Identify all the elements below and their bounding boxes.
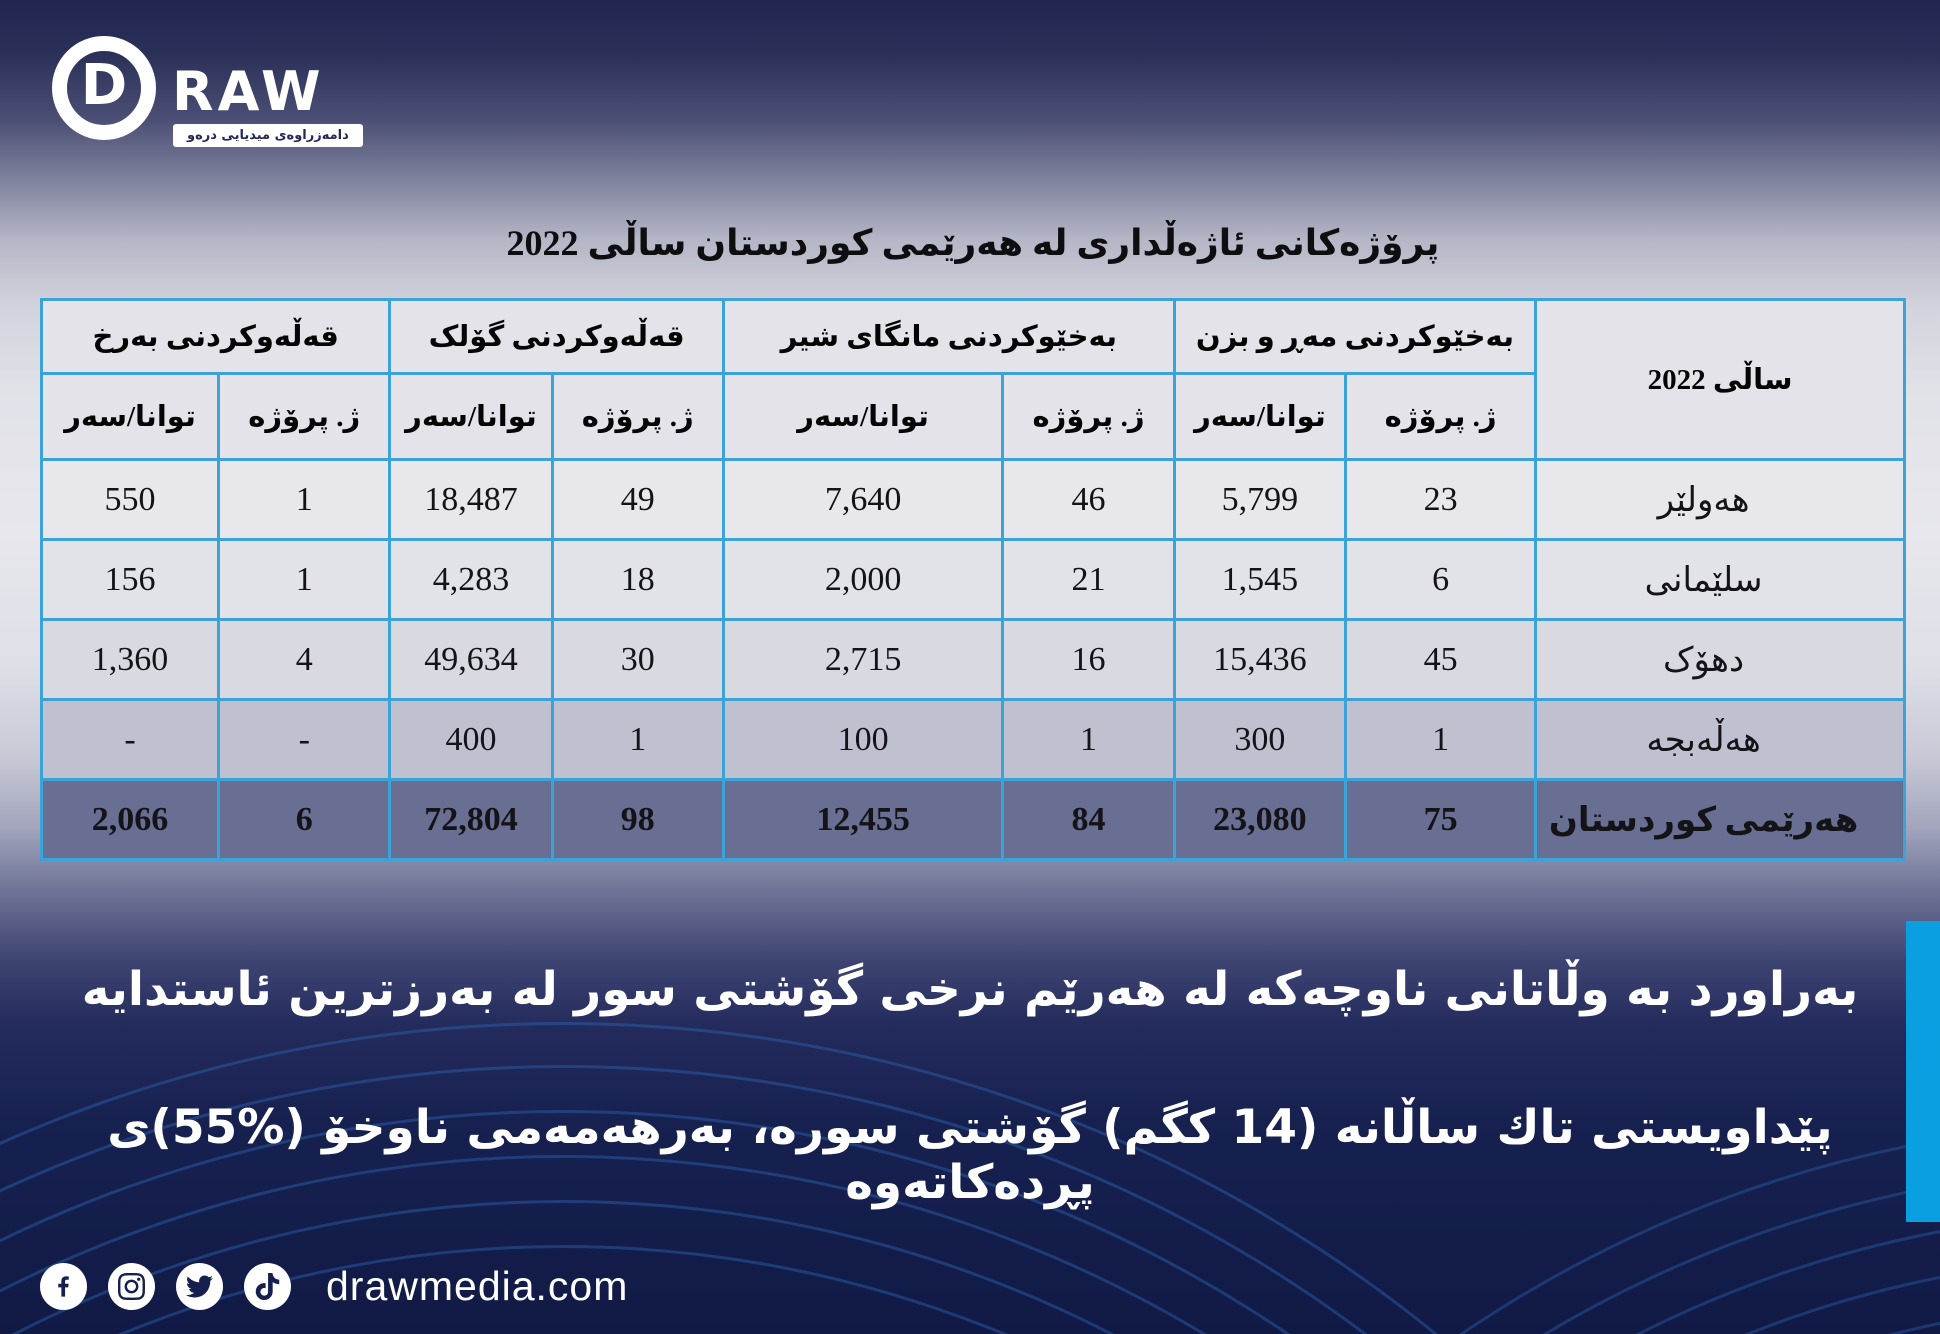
table-cell: 100	[721, 698, 1005, 781]
region-name: سلێمانی	[1534, 538, 1906, 621]
table-cell: -	[217, 698, 392, 781]
table-cell: 49	[550, 458, 725, 541]
table-cell: 72,804	[388, 778, 554, 861]
table-row-halabja: هەڵەبجە 1 300 1 100 1 400 - -	[39, 698, 1906, 781]
table-cell: 2,066	[39, 778, 221, 861]
table-cell: 6	[1344, 538, 1538, 621]
table-cell: 1,360	[39, 618, 221, 701]
caption-line-2: پێداویستی تاك ساڵانە (14 کگم) گۆشتی سورە…	[107, 1100, 1833, 1210]
table-cell: 4	[217, 618, 392, 701]
table-cell: 1	[1344, 698, 1538, 781]
subheader-capacity: توانا/سەر	[39, 372, 221, 461]
accent-bar	[1906, 921, 1940, 1222]
table-row-kurdistan-total: هەرێمی کوردستان 75 23,080 84 12,455 98 7…	[39, 778, 1906, 861]
table-cell: 49,634	[388, 618, 554, 701]
region-name: هەڵەبجە	[1534, 698, 1906, 781]
table-cell: 30	[550, 618, 725, 701]
table-cell: 12,455	[721, 778, 1005, 861]
table-cell: 1	[1001, 698, 1176, 781]
table-cell: 45	[1344, 618, 1538, 701]
logo-d-letter: D	[80, 52, 128, 118]
table-row-sulaymaniyah: سلێمانی 6 1,545 21 2,000 18 4,283 1 156	[39, 538, 1906, 621]
table-cell: 84	[1001, 778, 1176, 861]
table-cell: 1	[550, 698, 725, 781]
table-cell: 156	[39, 538, 221, 621]
table-cell: 4,283	[388, 538, 554, 621]
region-name: هەولێر	[1534, 458, 1906, 541]
table-cell: 300	[1172, 698, 1348, 781]
col-group-calf-fattening: قەڵەوکردنی گۆلک	[388, 298, 725, 375]
col-group-dairy-cow: بەخێوکردنی مانگای شیر	[721, 298, 1176, 375]
twitter-icon[interactable]	[176, 1262, 223, 1310]
subheader-projects: ژ. پرۆژە	[550, 372, 725, 461]
facebook-icon[interactable]	[40, 1262, 87, 1310]
table-cell: 18,487	[388, 458, 554, 541]
table-cell: 21	[1001, 538, 1176, 621]
subheader-capacity: توانا/سەر	[1172, 372, 1348, 461]
table-cell: 2,715	[721, 618, 1005, 701]
table-cell: 400	[388, 698, 554, 781]
table-cell: 23	[1344, 458, 1538, 541]
footer-bar: drawmedia.com	[40, 1256, 628, 1316]
col-group-sheep-goat: بەخێوکردنی مەڕ و بزن	[1172, 298, 1538, 375]
table-cell: 550	[39, 458, 221, 541]
table-cell: 46	[1001, 458, 1176, 541]
caption-line-1: بەراورد بە وڵاتانی ناوچەکە لە هەرێم نرخی…	[81, 962, 1859, 1017]
table-cell: -	[39, 698, 221, 781]
subheader-projects: ژ. پرۆژە	[217, 372, 392, 461]
region-name: هەرێمی کوردستان	[1534, 778, 1906, 861]
subheader-projects: ژ. پرۆژە	[1344, 372, 1538, 461]
instagram-icon[interactable]	[108, 1262, 155, 1310]
logo-tagline: دامەزراوەی میدیایی درەو	[173, 124, 363, 147]
website-link[interactable]: drawmedia.com	[326, 1262, 629, 1309]
table-cell: 15,436	[1172, 618, 1348, 701]
table-cell: 23,080	[1172, 778, 1348, 861]
table-cell: 2,000	[721, 538, 1005, 621]
table-cell: 75	[1344, 778, 1538, 861]
table-cell: 5,799	[1172, 458, 1348, 541]
subheader-capacity: توانا/سەر	[721, 372, 1005, 461]
livestock-projects-table: ساڵی 2022 بەخێوکردنی مەڕ و بزن بەخێوکردن…	[39, 298, 1906, 861]
logo-wordmark: RAW	[172, 60, 325, 123]
table-row-duhok: دهۆک 45 15,436 16 2,715 30 49,634 4 1,36…	[39, 618, 1906, 701]
table-cell: 1	[217, 458, 392, 541]
logo-d-circle-icon: D	[52, 36, 156, 140]
table-cell: 18	[550, 538, 725, 621]
table-cell: 16	[1001, 618, 1176, 701]
subheader-projects: ژ. پرۆژە	[1001, 372, 1176, 461]
table-cell: 1	[217, 538, 392, 621]
infographic-title: پرۆژەکانی ئاژەڵداری لە هەرێمی کوردستان س…	[506, 223, 1440, 263]
tiktok-icon[interactable]	[244, 1262, 291, 1310]
table-cell: 98	[550, 778, 725, 861]
table-row-erbil: هەولێر 23 5,799 46 7,640 49 18,487 1 550	[39, 458, 1906, 541]
brand-logo: D RAW دامەزراوەی میدیایی درەو	[52, 28, 392, 178]
region-name: دهۆک	[1534, 618, 1906, 701]
table-cell: 1,545	[1172, 538, 1348, 621]
subheader-capacity: توانا/سەر	[388, 372, 554, 461]
col-group-lamb-fattening: قەڵەوکردنی بەرخ	[39, 298, 392, 375]
col-header-year: ساڵی 2022	[1534, 298, 1906, 461]
table-cell: 7,640	[721, 458, 1005, 541]
table-cell: 6	[217, 778, 392, 861]
